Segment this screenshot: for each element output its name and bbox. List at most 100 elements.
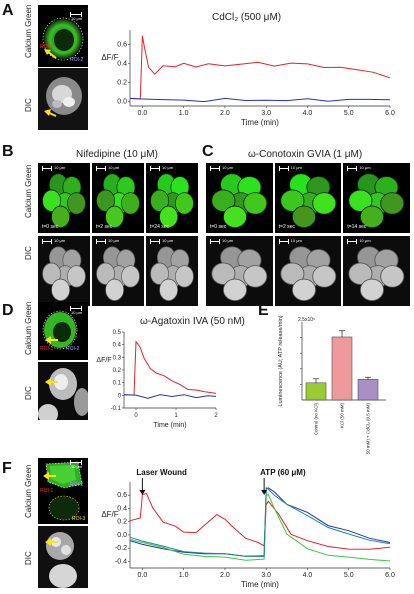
micrograph xyxy=(150,246,194,302)
x-tick-label: 0 xyxy=(134,413,138,419)
scale-bar-label: 10 μm xyxy=(290,165,302,170)
scale-bar-label: 10 μm xyxy=(71,464,83,469)
calcium-green-frame: 10 μm t=2 sec xyxy=(274,163,342,233)
x-tick-label: 4.0 xyxy=(303,110,313,117)
y-tick-label: 0.0 xyxy=(117,532,127,539)
arrow-icon xyxy=(45,336,58,344)
y-axis-label: ΔF/F xyxy=(101,510,118,519)
calcium-green-frame: 10 μm t=24 sec xyxy=(146,163,198,233)
chart-title-d: ω-Agatoxin IVA (50 nM) xyxy=(140,316,245,327)
fluorescent-cell xyxy=(42,189,61,212)
micrograph xyxy=(96,246,140,302)
line-chart-a: 0.0 1.0 2.0 3.0 4.0 5.0 6.0 0.0 0.2 0.4 0.6 Time (m… xyxy=(101,30,395,127)
dic-cell xyxy=(311,265,336,288)
fluorescent-cell xyxy=(291,205,316,229)
panel-letter-a: A xyxy=(2,2,14,19)
dic-image xyxy=(38,362,88,420)
scale-bar xyxy=(150,239,160,244)
x-axis-label: Time (min) xyxy=(153,422,186,429)
x-tick-label: 4.0 xyxy=(303,572,313,579)
y-tick-label: 0.4 xyxy=(117,505,127,512)
fluorescent-cell xyxy=(280,189,305,212)
scale-bar xyxy=(210,166,220,171)
y-tick-label: 0.1 xyxy=(113,381,122,387)
dic-frame: 10 μm xyxy=(274,236,342,306)
row-label-dic: DIC xyxy=(24,98,33,112)
roi-3-label: ROI-3 xyxy=(72,516,86,522)
calcium-green-frame: 10 μm t=2 sec xyxy=(92,163,144,233)
calcium-green-image xyxy=(38,302,88,360)
line-chart-d: 0 1 2 -0.1 0 0.1 0.2 0.3 0.4 0.5 Time (min) ΔF/F xyxy=(96,330,218,429)
dic-image xyxy=(38,526,88,588)
micrograph xyxy=(42,246,86,302)
y-tick-label: 0.2 xyxy=(117,519,127,526)
scale-bar xyxy=(347,166,358,171)
fluorescent-cell xyxy=(67,192,86,215)
series-line xyxy=(129,487,391,558)
arrow-icon xyxy=(45,538,58,546)
category-label: KCl (50 mM) + CdCl₂ (0.5 mM) xyxy=(366,403,371,454)
dic-cell xyxy=(380,265,405,288)
chart-title-a: CdCl₂ (500 μM) xyxy=(212,12,282,23)
panel-letter-b: B xyxy=(2,143,14,160)
fluorescent-cell xyxy=(121,192,140,215)
scale-bar-label: 10 μm xyxy=(162,238,174,243)
fluorescent-cell xyxy=(211,189,236,212)
series-line xyxy=(123,340,217,396)
roi-2-label: ROI-2 xyxy=(66,346,80,352)
dic-cell xyxy=(42,262,61,285)
x-tick-label: 2.0 xyxy=(220,572,230,579)
y-axis-label: ΔF/F xyxy=(96,357,111,364)
time-label: t=14 sec xyxy=(347,224,367,230)
scale-bar xyxy=(70,12,82,17)
calcium-green-frame: 10 μm t=0 sec xyxy=(38,163,90,233)
fluorescent-cell xyxy=(311,192,336,215)
panel-letter-d: D xyxy=(2,302,14,319)
bar xyxy=(331,336,353,401)
dic-cell xyxy=(175,265,194,288)
x-tick-label: 6.0 xyxy=(385,572,395,579)
dic-frame: 10 μm xyxy=(343,236,410,306)
dic-frame: 10 μm xyxy=(146,236,198,306)
scale-bar-label: 10 μm xyxy=(54,165,66,170)
bar-chart-e: 2.5x10⁵ Luminescence (AU; ATP release/min… xyxy=(278,315,386,454)
x-tick-label: 1 xyxy=(174,413,178,419)
scale-bar-label: 10 μm xyxy=(222,165,234,170)
scale-bar-label: 10 μm xyxy=(108,165,120,170)
y-tick-label: 0.2 xyxy=(113,368,122,374)
x-tick-label: 3.0 xyxy=(261,110,271,117)
micrograph xyxy=(348,173,405,229)
x-tick-label: 2.0 xyxy=(220,110,230,117)
time-label: t=0 sec xyxy=(210,224,227,230)
y-tick-label: 0.3 xyxy=(113,355,122,361)
scale-bar-label: 10 μm xyxy=(359,238,371,243)
fluorescent-cell xyxy=(222,205,248,229)
micrograph xyxy=(211,246,268,302)
x-tick-label: 2 xyxy=(214,413,218,419)
dic-cell xyxy=(348,262,373,285)
y-exponent-label: 2.5x10⁵ xyxy=(298,317,315,323)
row-label-calcium-green: Calcium Green xyxy=(24,164,33,218)
y-axis-label: Luminescence (AU; ATP release/min) xyxy=(278,315,284,406)
scale-bar xyxy=(96,239,106,244)
scale-bar-label: 10 μm xyxy=(71,16,83,21)
dic-cell xyxy=(159,278,178,302)
time-label: t=24 sec xyxy=(150,224,170,230)
x-axis-label: Time (min) xyxy=(241,580,279,589)
micrograph xyxy=(211,173,268,229)
micrograph xyxy=(348,246,405,302)
micrograph xyxy=(42,173,86,229)
row-label-calcium-green: Calcium Green xyxy=(24,301,33,355)
panel-letter-e: E xyxy=(258,302,269,319)
fluorescent-cell xyxy=(380,192,405,215)
scale-bar-label: 10 μm xyxy=(222,238,234,243)
dic-cell xyxy=(105,278,124,302)
series-line xyxy=(129,493,391,550)
scale-bar xyxy=(347,239,358,244)
scale-bar xyxy=(42,239,52,244)
fluorescent-cell xyxy=(159,205,178,229)
y-tick-label: 0.5 xyxy=(113,330,122,336)
row-label-dic: DIC xyxy=(24,386,33,400)
scale-bar xyxy=(70,460,82,465)
line-chart-f: 0.0 1.0 2.0 3.0 4.0 5.0 6.0 -0.4 -0.2 0.0 0.2 0.4 0.… xyxy=(101,468,395,589)
